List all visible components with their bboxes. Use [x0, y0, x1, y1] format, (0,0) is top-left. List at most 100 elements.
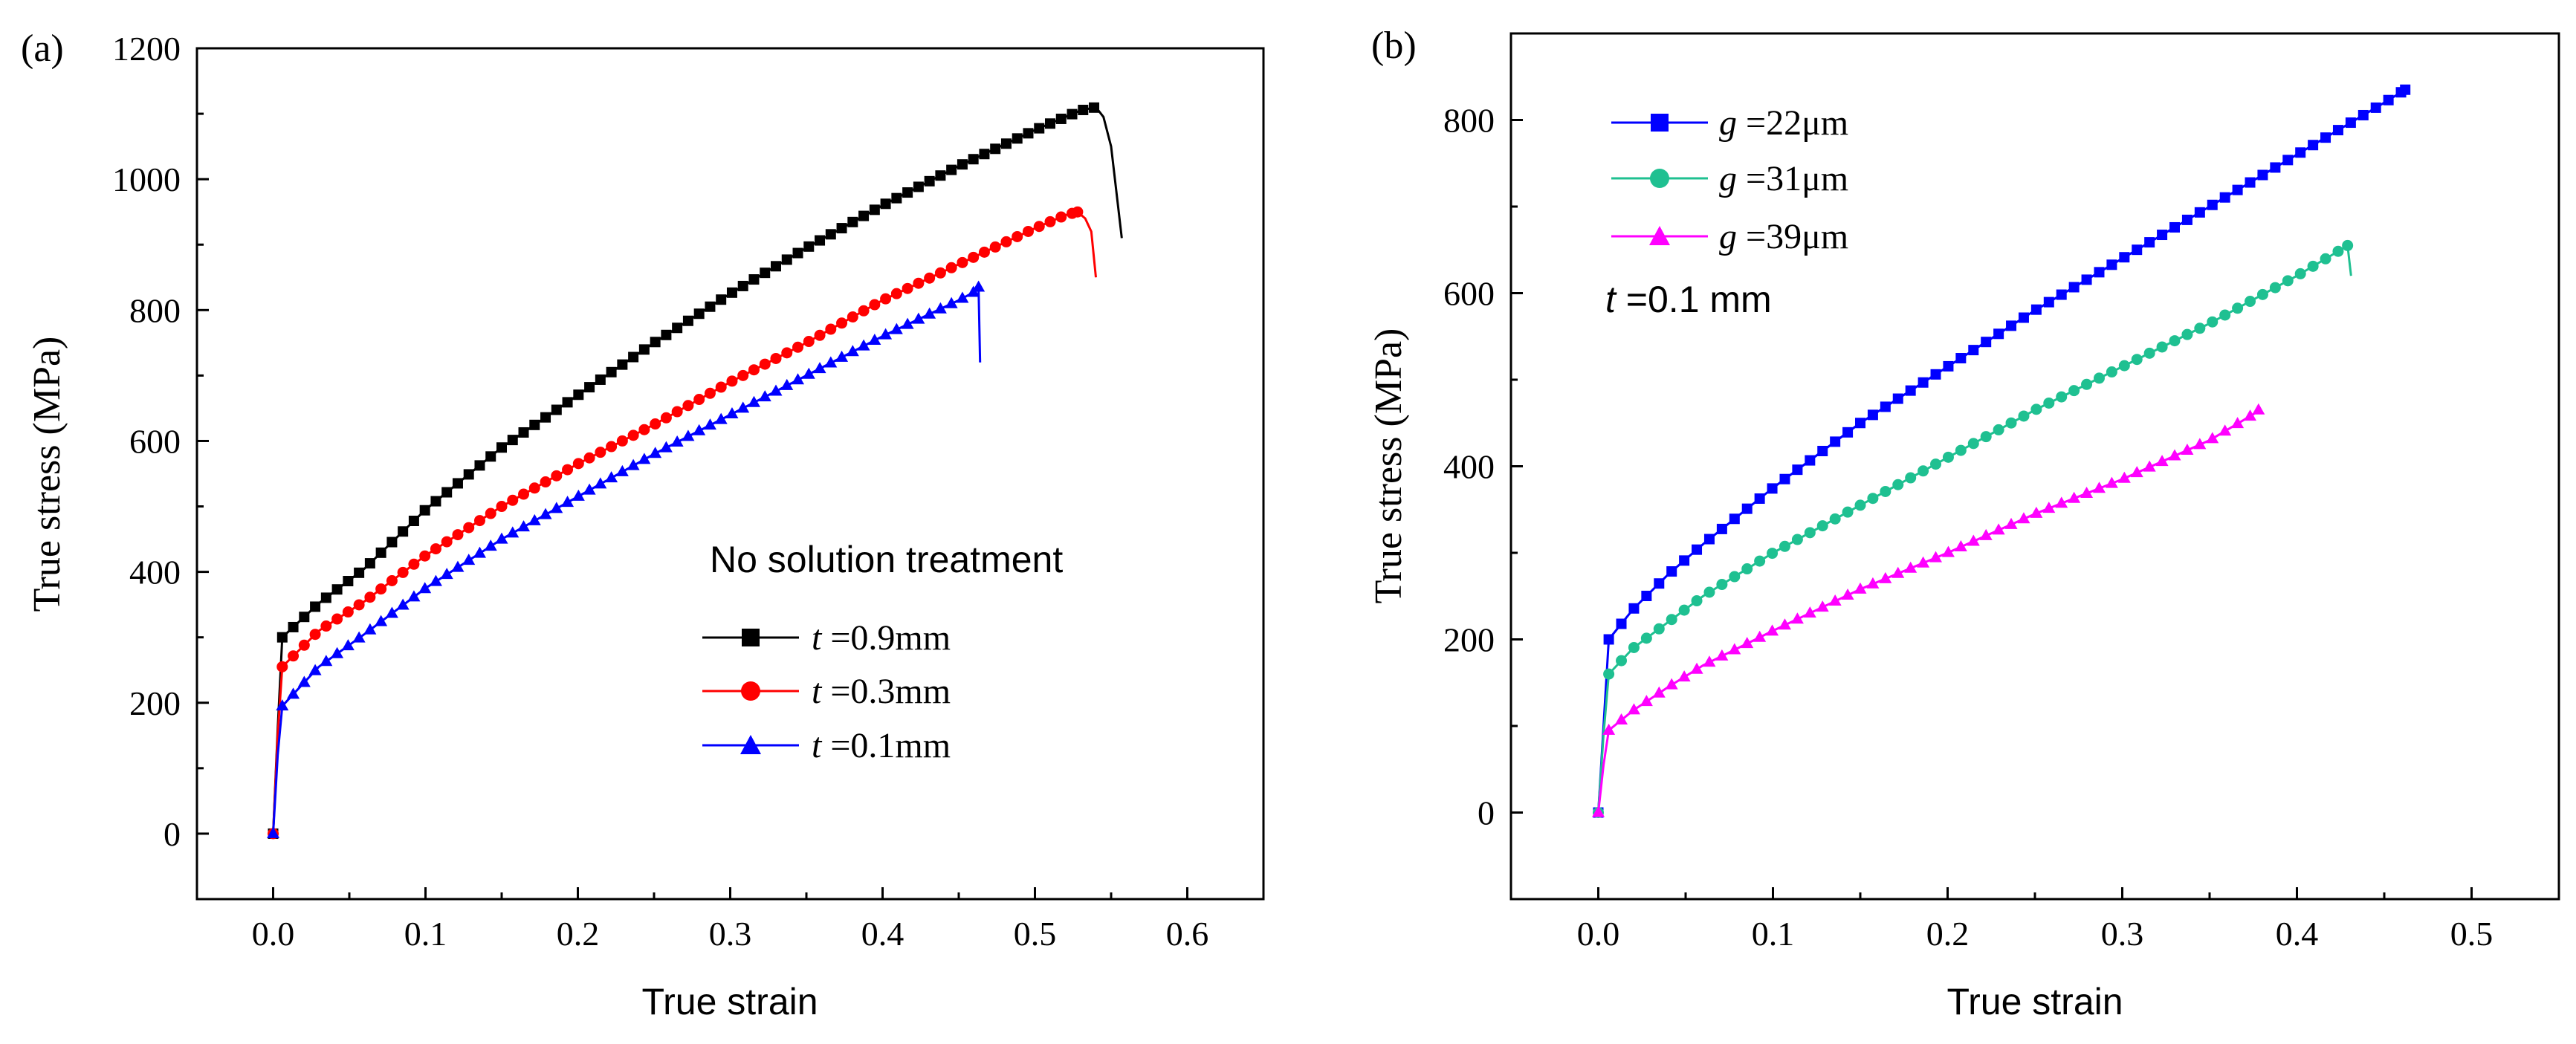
y-tick-label: 400 — [1443, 448, 1495, 486]
data-point — [1000, 138, 1012, 149]
data-point — [1703, 586, 1715, 598]
data-point — [363, 623, 377, 635]
data-point — [1867, 409, 1878, 421]
data-point — [298, 639, 310, 651]
data-point — [2117, 471, 2131, 483]
data-point — [2092, 482, 2106, 493]
data-point — [1792, 464, 1803, 476]
data-point — [2207, 316, 2219, 328]
x-axis-ticks-b: 0.0 0.1 0.2 0.3 0.4 0.5 — [1577, 887, 2493, 953]
data-point — [1715, 649, 1729, 661]
data-point — [2206, 432, 2219, 444]
series-group-a — [267, 102, 1123, 840]
plot-frame-b — [1509, 32, 2560, 901]
data-point — [572, 489, 585, 501]
data-point — [924, 272, 936, 284]
series-line — [272, 210, 1097, 834]
data-point — [308, 664, 322, 675]
data-point — [715, 381, 727, 393]
data-point — [441, 487, 453, 498]
data-point — [1854, 499, 1866, 511]
data-point — [1891, 566, 1905, 578]
data-point — [890, 288, 902, 299]
data-point — [693, 394, 705, 406]
data-point — [2181, 328, 2193, 340]
data-point — [364, 558, 375, 569]
data-point — [1652, 686, 1666, 698]
data-point — [1941, 545, 1955, 557]
data-point — [1678, 604, 1690, 616]
data-point — [616, 435, 628, 447]
svg-text:g =22μm: g =22μm — [1719, 103, 1848, 143]
data-point — [649, 447, 662, 458]
data-point — [1867, 493, 1879, 505]
data-point — [1841, 588, 1854, 600]
data-point — [1866, 577, 1880, 589]
data-point — [1967, 438, 1979, 450]
data-point — [869, 204, 880, 215]
data-point — [331, 613, 343, 625]
data-point — [1640, 632, 1652, 644]
legend-a: t =0.9mm t =0.3mm t =0.1mm — [702, 618, 951, 765]
data-point — [956, 291, 969, 303]
data-point — [628, 351, 639, 363]
data-point — [310, 601, 321, 612]
data-point — [1022, 225, 1034, 237]
data-point — [1703, 534, 1715, 545]
data-point — [396, 598, 410, 610]
legend-text-b-1: =31μm — [1737, 159, 1848, 198]
data-point — [2030, 304, 2042, 315]
data-point — [2068, 282, 2080, 293]
panel-label-b: (b) — [1371, 25, 1417, 67]
data-point — [946, 164, 957, 175]
data-point — [551, 470, 563, 482]
x-tick-label: 0.1 — [404, 915, 447, 953]
series-line — [272, 106, 1123, 834]
data-point — [659, 441, 673, 453]
data-point — [561, 496, 575, 508]
series-a-2 — [267, 280, 986, 838]
data-point — [1677, 670, 1691, 682]
data-point — [1968, 345, 1979, 356]
data-point — [343, 576, 354, 587]
data-point — [990, 143, 1001, 155]
data-point — [705, 301, 716, 312]
data-point — [1828, 594, 1842, 606]
data-point — [386, 536, 398, 548]
series-group-b — [1592, 84, 2411, 818]
data-point — [385, 606, 398, 618]
x-tick-label: 0.3 — [709, 915, 752, 953]
series-b-1 — [1593, 239, 2354, 818]
data-point — [792, 373, 805, 385]
data-point — [605, 471, 618, 483]
data-point — [1012, 230, 1023, 242]
data-point — [507, 494, 519, 506]
data-point — [2232, 302, 2244, 314]
data-point — [2043, 397, 2055, 409]
x-tick-label: 0.6 — [1166, 915, 1209, 953]
series-a-0 — [268, 102, 1123, 839]
data-point — [2156, 341, 2168, 353]
data-point — [1034, 123, 1045, 134]
data-point — [2130, 466, 2143, 478]
legend-text-b-0: =22μm — [1737, 103, 1848, 143]
data-point — [2252, 403, 2265, 415]
y-tick-label: 800 — [1443, 102, 1495, 140]
data-point — [1929, 551, 1943, 562]
data-point — [1653, 623, 1665, 635]
data-point — [288, 650, 300, 662]
data-point — [902, 187, 913, 198]
legend-item-a-1: t =0.3mm — [702, 672, 951, 711]
data-point — [507, 435, 518, 446]
data-point — [660, 412, 672, 424]
data-point — [1754, 493, 1765, 505]
x-tick-label: 0.2 — [1926, 915, 1970, 953]
x-tick-label: 0.2 — [557, 915, 600, 953]
data-point — [1640, 695, 1653, 707]
data-point — [1592, 805, 1605, 817]
data-point — [725, 406, 739, 418]
series-b-0 — [1593, 84, 2411, 818]
data-point — [824, 356, 838, 368]
data-point — [1716, 579, 1728, 591]
data-point — [1055, 211, 1067, 223]
